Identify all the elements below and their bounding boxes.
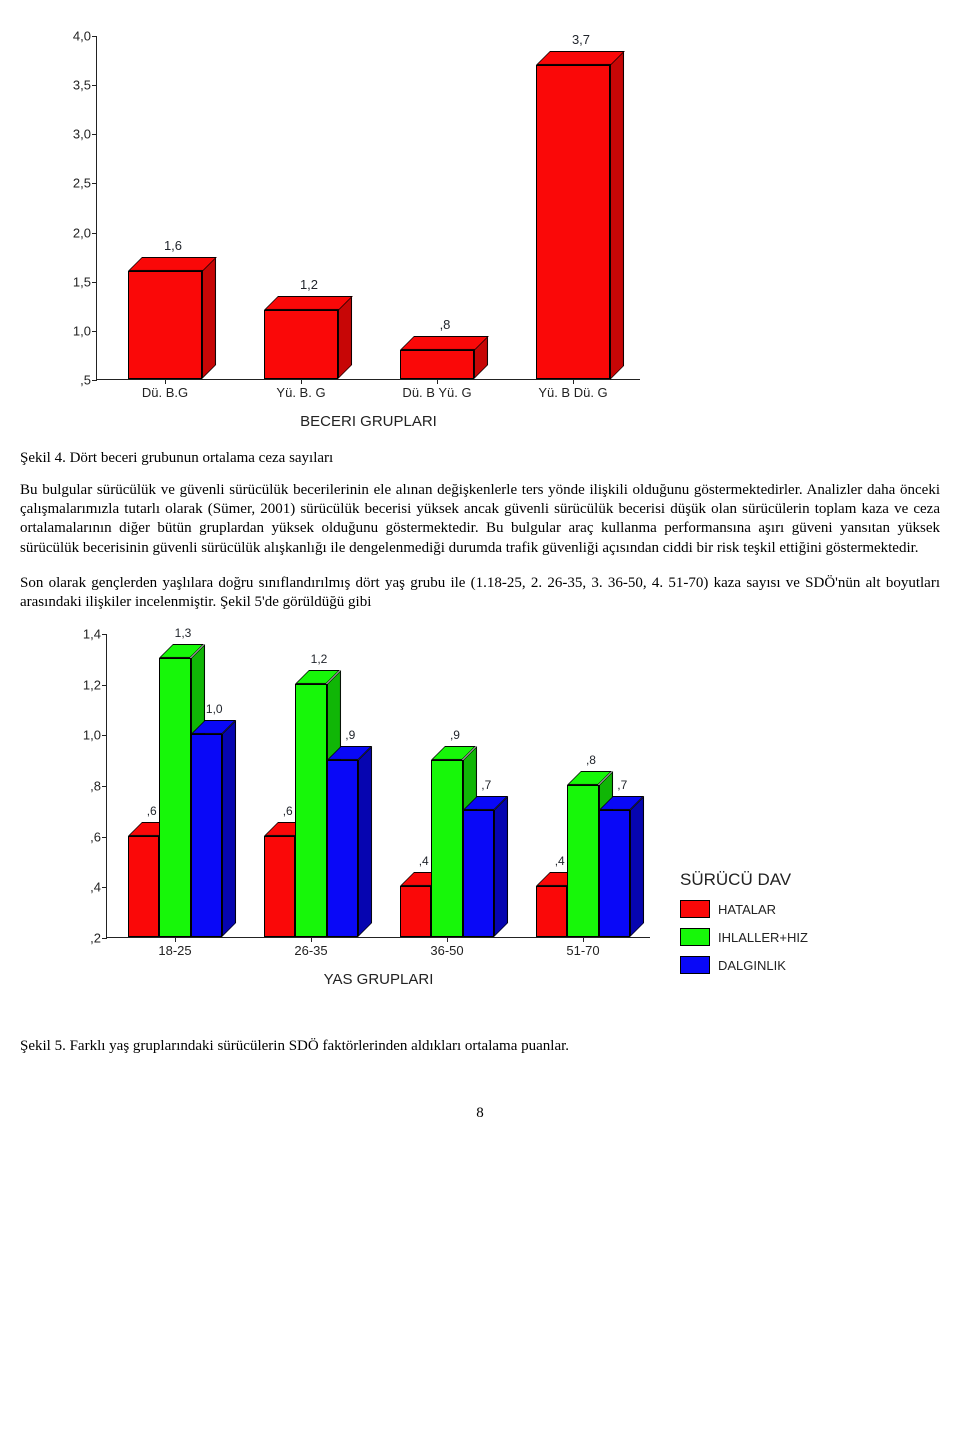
bar: 1,3 (159, 658, 190, 937)
legend-item: DALGINLIK (680, 956, 808, 974)
bar: ,6 (264, 836, 295, 937)
bar: ,6 (128, 836, 159, 937)
legend-item: HATALAR (680, 900, 808, 918)
legend-swatch (680, 956, 710, 974)
legend-surucu-dav: SÜRÜCÜ DAV HATALAR IHLALLER+HIZ DALGINLIK (680, 870, 808, 974)
chart-yas-gruplari: ,2,4,6,81,01,21,4,61,31,018-25,61,2,926-… (60, 628, 660, 998)
figure-4-caption: Şekil 4. Dört beceri grubunun ortalama c… (20, 450, 940, 467)
legend-item: IHLALLER+HIZ (680, 928, 808, 946)
bar: ,7 (599, 810, 630, 937)
legend-label: IHLALLER+HIZ (718, 930, 808, 945)
legend-swatch (680, 928, 710, 946)
bar: ,9 (327, 760, 358, 937)
x-tick-label: 36-50 (430, 937, 463, 958)
x-tick-label: Yü. B Dü. G (538, 379, 607, 400)
legend-swatch (680, 900, 710, 918)
x-tick-label: Dü. B Yü. G (402, 379, 471, 400)
bar: ,9 (431, 760, 462, 937)
bar: ,8 (567, 785, 598, 937)
bar: 1,0 (191, 734, 222, 937)
chart-beceri-gruplari: ,51,01,52,02,53,03,54,01,6Dü. B.G1,2Yü. … (50, 20, 650, 440)
x-axis-title: YAS GRUPLARI (324, 971, 434, 988)
x-tick-label: 18-25 (158, 937, 191, 958)
x-tick-label: Yü. B. G (276, 379, 325, 400)
bar: 1,2 (264, 310, 339, 379)
paragraph-1: Bu bulgular sürücülük ve güvenli sürücül… (20, 481, 940, 558)
x-tick-label: 51-70 (566, 937, 599, 958)
paragraph-2: Son olarak gençlerden yaşlılara doğru sı… (20, 574, 940, 612)
figure-5-caption: Şekil 5. Farklı yaş gruplarındaki sürücü… (20, 1038, 940, 1055)
bar: ,4 (536, 886, 567, 937)
bar: ,4 (400, 886, 431, 937)
bar: ,7 (463, 810, 494, 937)
legend-label: DALGINLIK (718, 958, 786, 973)
bar: 1,2 (295, 684, 326, 937)
page-number: 8 (20, 1105, 940, 1122)
bar: ,8 (400, 350, 475, 379)
bar: 3,7 (536, 65, 611, 380)
bar: 1,6 (128, 271, 203, 379)
legend-title: SÜRÜCÜ DAV (680, 870, 808, 890)
x-tick-label: 26-35 (294, 937, 327, 958)
x-axis-title: BECERI GRUPLARI (300, 413, 437, 430)
chart-yas-gruplari-wrap: ,2,4,6,81,01,21,4,61,31,018-25,61,2,926-… (30, 628, 910, 998)
legend-label: HATALAR (718, 902, 776, 917)
x-tick-label: Dü. B.G (142, 379, 188, 400)
